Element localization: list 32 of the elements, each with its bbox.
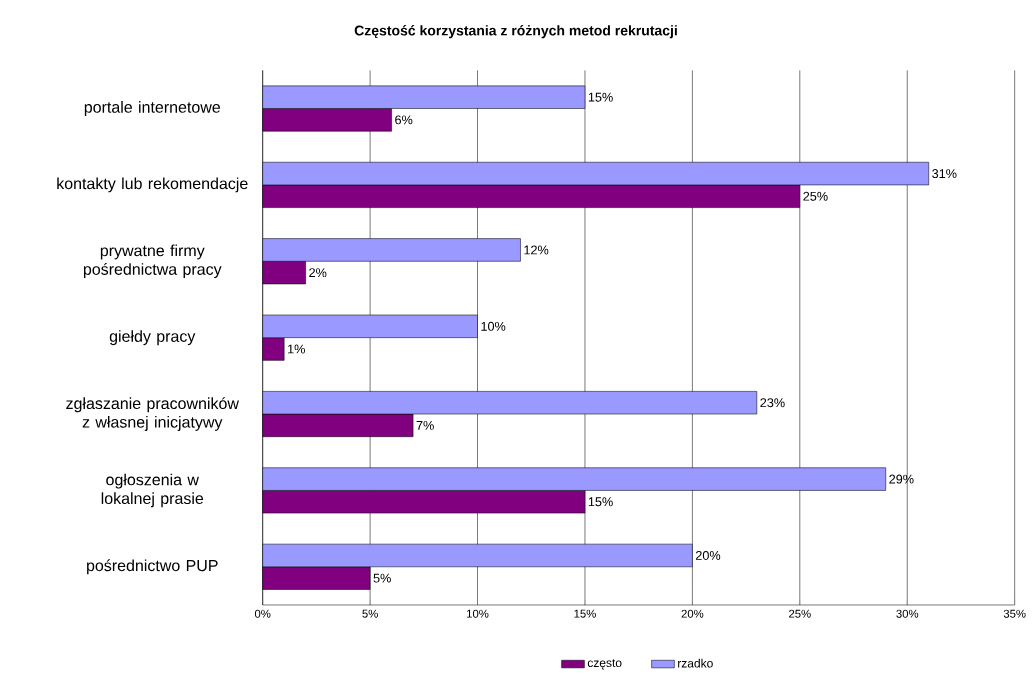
data-label: 12% — [524, 245, 549, 255]
data-label: 7% — [416, 420, 434, 430]
x-tick-label: 5% — [362, 609, 378, 618]
data-label: 2% — [309, 268, 327, 278]
data-label: 29% — [889, 474, 914, 484]
chart-title: Częstość korzystania z różnych metod rekrutacji — [354, 25, 677, 39]
x-tick-label: 0% — [254, 609, 271, 618]
data-label: 10% — [481, 321, 506, 331]
y-tick-label: zgłaszanie pracowników z własnej inicjatywy — [66, 397, 239, 431]
data-label: 15% — [588, 92, 613, 102]
y-tick-label: giełdy pracy — [109, 330, 196, 346]
data-label: 31% — [932, 169, 957, 179]
legend-label: rzadko — [678, 658, 713, 668]
y-tick-label: kontakty lub rekomendacje — [57, 177, 248, 193]
data-label: 25% — [803, 191, 828, 201]
y-tick-label: ogłoszenia w lokalnej prasie — [101, 473, 204, 508]
x-tick-label: 15% — [574, 609, 596, 618]
y-tick-label: prywatne firmy pośrednictwa pracy — [83, 244, 222, 279]
y-tick-label: portale internetowe — [84, 101, 220, 116]
x-tick-label: 10% — [467, 609, 489, 618]
data-label: 23% — [760, 398, 785, 408]
data-label: 1% — [288, 344, 305, 354]
x-tick-label: 20% — [681, 609, 704, 618]
data-label: 20% — [695, 550, 721, 560]
legend-label: często — [587, 659, 622, 670]
data-label: 5% — [373, 573, 391, 583]
data-label: 15% — [588, 497, 613, 507]
y-tick-label: pośrednictwo PUP — [87, 559, 218, 575]
x-tick-label: 35% — [1003, 609, 1026, 618]
x-tick-label: 30% — [896, 609, 919, 618]
data-label: 6% — [395, 115, 413, 125]
x-tick-label: 25% — [789, 609, 811, 618]
